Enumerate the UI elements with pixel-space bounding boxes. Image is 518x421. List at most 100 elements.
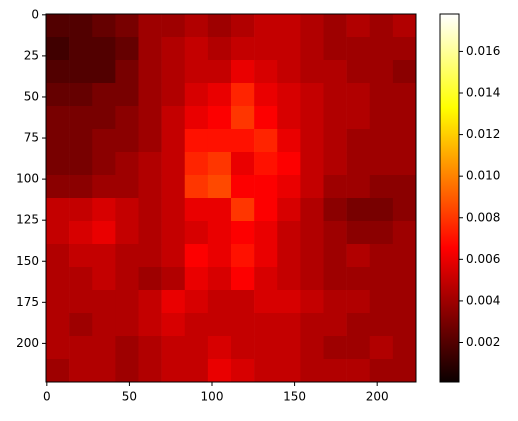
cell xyxy=(161,221,186,245)
cell xyxy=(300,60,324,84)
cell xyxy=(254,244,278,268)
y-tick-label: 200 xyxy=(16,336,39,350)
cell xyxy=(346,152,371,176)
cell xyxy=(369,129,394,153)
cell xyxy=(323,129,347,153)
cell xyxy=(115,267,139,291)
cell xyxy=(207,152,232,176)
cell xyxy=(254,152,278,176)
cell xyxy=(346,313,371,337)
cell xyxy=(161,267,186,291)
cell xyxy=(231,106,255,130)
cell xyxy=(346,221,371,245)
cell xyxy=(231,175,255,199)
cell xyxy=(300,313,324,337)
y-tick-label: 100 xyxy=(16,172,39,186)
cell xyxy=(392,244,417,268)
cell xyxy=(392,198,417,222)
cell xyxy=(69,175,93,199)
cell xyxy=(369,106,394,130)
cell xyxy=(300,175,324,199)
heatmap xyxy=(46,14,417,383)
y-tick-label: 175 xyxy=(16,295,39,309)
cell xyxy=(69,129,93,153)
cell xyxy=(392,313,417,337)
cell xyxy=(231,14,255,38)
cell xyxy=(300,198,324,222)
cell xyxy=(92,290,116,314)
cell xyxy=(300,244,324,268)
cell xyxy=(369,267,394,291)
cell xyxy=(254,60,278,84)
x-tick-label: 150 xyxy=(283,390,306,404)
cell xyxy=(254,106,278,130)
cell xyxy=(115,198,139,222)
cell xyxy=(369,336,394,360)
cell xyxy=(138,359,162,383)
cell xyxy=(392,336,417,360)
cell xyxy=(69,359,93,383)
cell xyxy=(392,221,417,245)
cell xyxy=(184,37,209,61)
cell xyxy=(161,83,186,107)
cell xyxy=(277,267,301,291)
cell xyxy=(207,129,232,153)
cell xyxy=(277,175,301,199)
cell xyxy=(369,60,394,84)
cell xyxy=(277,129,301,153)
cell xyxy=(369,198,394,222)
cell xyxy=(92,198,116,222)
cell xyxy=(323,14,347,38)
cell xyxy=(346,60,371,84)
x-tick-label: 0 xyxy=(43,390,51,404)
cell xyxy=(207,175,232,199)
cell xyxy=(300,290,324,314)
cell xyxy=(115,129,139,153)
cell xyxy=(138,267,162,291)
cell xyxy=(207,60,232,84)
cell xyxy=(254,267,278,291)
cell xyxy=(277,37,301,61)
cell xyxy=(277,106,301,130)
cell xyxy=(46,244,70,268)
cell xyxy=(92,106,116,130)
cell xyxy=(300,359,324,383)
cell xyxy=(138,129,162,153)
cell xyxy=(161,106,186,130)
cell xyxy=(300,152,324,176)
cell xyxy=(92,175,116,199)
cell xyxy=(92,359,116,383)
cell xyxy=(369,175,394,199)
cell xyxy=(69,106,93,130)
cell xyxy=(392,175,417,199)
cell xyxy=(254,37,278,61)
cell xyxy=(138,175,162,199)
cell xyxy=(254,14,278,38)
cell xyxy=(231,129,255,153)
cell xyxy=(323,175,347,199)
cell xyxy=(346,359,371,383)
cell xyxy=(207,359,232,383)
colorbar-tick-label: 0.002 xyxy=(466,335,500,349)
cell xyxy=(92,313,116,337)
cell xyxy=(184,359,209,383)
y-tick-label: 75 xyxy=(24,131,39,145)
cell xyxy=(161,37,186,61)
cell xyxy=(392,60,417,84)
cell xyxy=(346,106,371,130)
cell xyxy=(46,290,70,314)
cell xyxy=(115,290,139,314)
cell xyxy=(369,313,394,337)
cell xyxy=(207,336,232,360)
cell xyxy=(161,336,186,360)
cell xyxy=(346,37,371,61)
cell xyxy=(392,129,417,153)
cell xyxy=(369,290,394,314)
cell xyxy=(92,221,116,245)
cell xyxy=(300,221,324,245)
cell xyxy=(184,290,209,314)
cell xyxy=(207,313,232,337)
cell xyxy=(392,37,417,61)
